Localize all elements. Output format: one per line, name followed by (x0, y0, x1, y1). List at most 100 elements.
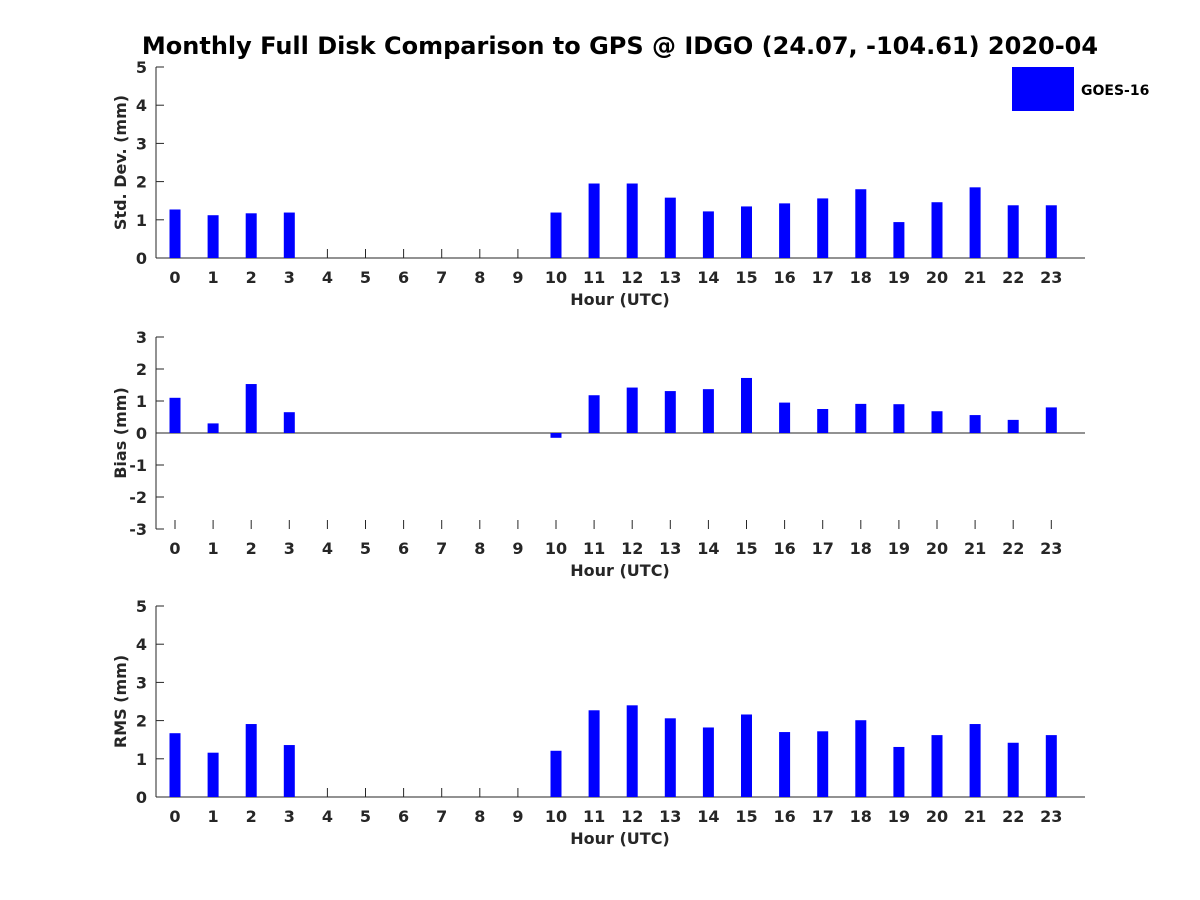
bias-xtick-label: 19 (888, 539, 910, 558)
std-dev-xtick-label: 23 (1040, 268, 1062, 287)
std-dev-bar (1045, 205, 1057, 258)
std-dev-xtick-label: 2 (246, 268, 257, 287)
std-dev-xtick-label: 13 (659, 268, 681, 287)
std-dev-xtick-label: 11 (583, 268, 605, 287)
std-dev-xtick-label: 12 (621, 268, 643, 287)
bias-bar (245, 384, 257, 433)
rms-xtick-label: 11 (583, 807, 605, 826)
std-dev-bar (969, 187, 981, 258)
rms-bar (969, 724, 981, 797)
rms-xtick-label: 3 (284, 807, 295, 826)
std-dev-ylabel: Std. Dev. (mm) (111, 95, 130, 230)
bias-bar (855, 403, 867, 433)
rms-bar (702, 727, 714, 797)
rms-ytick-label: 1 (136, 750, 147, 769)
std-dev-xtick-label: 8 (474, 268, 485, 287)
rms-xtick-label: 0 (169, 807, 180, 826)
bias-xtick-label: 2 (246, 539, 257, 558)
std-dev-bar (817, 198, 829, 258)
std-dev-xtick-label: 6 (398, 268, 409, 287)
std-dev-ytick-label: 2 (136, 173, 147, 192)
rms-bar (550, 750, 562, 797)
std-dev-bar (169, 209, 181, 258)
std-dev-xtick-label: 15 (735, 268, 757, 287)
rms-xtick-label: 9 (512, 807, 523, 826)
bias-bar (1045, 407, 1057, 433)
bias-ytick-label: -2 (129, 488, 147, 507)
std-dev-xtick-label: 17 (812, 268, 834, 287)
bias-xtick-label: 20 (926, 539, 948, 558)
std-dev-xtick-label: 10 (545, 268, 567, 287)
bias-xtick-label: 23 (1040, 539, 1062, 558)
rms-xtick-label: 22 (1002, 807, 1024, 826)
std-dev-bar (550, 212, 562, 258)
rms-xtick-label: 21 (964, 807, 986, 826)
bias-xtick-label: 18 (850, 539, 872, 558)
bias-bar (893, 404, 905, 433)
rms-bar (741, 714, 752, 797)
std-dev-bar (702, 211, 714, 258)
rms-xtick-label: 10 (545, 807, 567, 826)
bias-xtick-label: 4 (322, 539, 333, 558)
std-dev-xlabel: Hour (UTC) (570, 290, 670, 309)
bias-bar (1007, 419, 1019, 433)
bias-bar (283, 412, 295, 433)
bias-bar (588, 395, 600, 433)
legend-label: GOES-16 (1081, 83, 1149, 99)
std-dev-xtick-label: 14 (697, 268, 719, 287)
bias-ylabel: Bias (mm) (111, 387, 130, 479)
std-dev-ytick-label: 5 (136, 58, 147, 77)
rms-ytick-label: 4 (136, 635, 147, 654)
rms-xtick-label: 8 (474, 807, 485, 826)
bias-xtick-label: 16 (773, 539, 795, 558)
rms-bar (931, 735, 943, 797)
std-dev-bar (741, 206, 752, 258)
bias-xtick-label: 14 (697, 539, 719, 558)
std-dev-bar (893, 222, 905, 258)
rms-bar (817, 731, 829, 797)
bias-xtick-label: 7 (436, 539, 447, 558)
rms-xtick-label: 23 (1040, 807, 1062, 826)
std-dev-xtick-label: 20 (926, 268, 948, 287)
legend-swatch (1012, 67, 1074, 111)
bias-ytick-label: 3 (136, 328, 147, 347)
bias-xtick-label: 1 (208, 539, 219, 558)
rms-bar (169, 733, 181, 797)
rms-bar (283, 745, 295, 797)
bias-bar (702, 389, 714, 433)
bias-bar (550, 433, 562, 438)
bias-ytick-label: -1 (129, 456, 147, 475)
bias-xtick-label: 0 (169, 539, 180, 558)
bias-xtick-label: 9 (512, 539, 523, 558)
bias-xtick-label: 15 (735, 539, 757, 558)
bias-xtick-label: 12 (621, 539, 643, 558)
rms-bar (207, 752, 219, 797)
std-dev-xtick-label: 1 (208, 268, 219, 287)
std-dev-xtick-label: 0 (169, 268, 180, 287)
bias-bar (169, 397, 181, 433)
bias-ytick-label: 2 (136, 360, 147, 379)
rms-ytick-label: 0 (136, 788, 147, 807)
bias-xtick-label: 17 (812, 539, 834, 558)
std-dev-bar (779, 203, 791, 258)
std-dev-ytick-label: 3 (136, 134, 147, 153)
std-dev-ytick-label: 4 (136, 96, 147, 115)
rms-xtick-label: 1 (208, 807, 219, 826)
rms-xtick-label: 5 (360, 807, 371, 826)
rms-xtick-label: 17 (812, 807, 834, 826)
std-dev-xtick-label: 3 (284, 268, 295, 287)
bias-bar (969, 415, 981, 433)
rms-xtick-label: 12 (621, 807, 643, 826)
std-dev-bar (664, 197, 676, 258)
rms-bar (664, 718, 676, 797)
std-dev-xtick-label: 9 (512, 268, 523, 287)
std-dev-bar (855, 189, 867, 258)
rms-bar (588, 710, 600, 797)
rms-xtick-label: 4 (322, 807, 333, 826)
rms-xtick-label: 2 (246, 807, 257, 826)
bias-xtick-label: 8 (474, 539, 485, 558)
chart-title: Monthly Full Disk Comparison to GPS @ ID… (142, 32, 1098, 60)
std-dev-bar (283, 212, 295, 258)
